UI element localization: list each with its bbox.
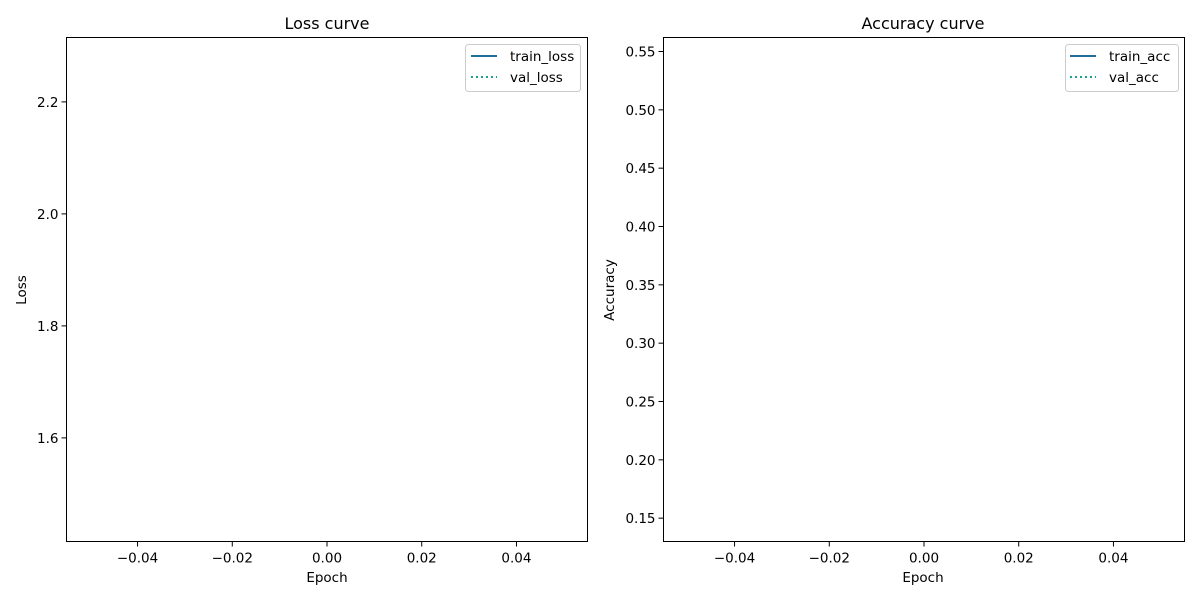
accuracy-chart-title: Accuracy curve [862,14,985,33]
loss-x-tick-label: −0.02 [212,551,253,567]
loss-legend-entry-val: val_loss [471,70,563,86]
accuracy-y-tick-label: 0.25 [625,395,655,411]
accuracy-legend: train_acc val_acc [1065,44,1179,92]
accuracy-y-tick-label: 0.40 [625,220,655,236]
accuracy-y-tick-label: 0.50 [625,103,655,119]
loss-y-ticks: 1.6 1.8 2.0 2.2 [37,95,67,447]
accuracy-y-tick-label: 0.45 [625,161,655,177]
accuracy-x-ticks: −0.04 −0.02 0.00 0.02 0.04 [714,541,1128,567]
accuracy-y-tick-label: 0.20 [625,453,655,469]
accuracy-x-axis-label: Epoch [902,570,943,586]
accuracy-x-tick-label: 0.00 [909,551,939,567]
loss-y-tick-label: 2.0 [37,207,58,223]
loss-x-ticks: −0.04 −0.02 0.00 0.02 0.04 [117,541,531,567]
loss-y-tick-label: 1.6 [37,431,58,447]
accuracy-y-tick-label: 0.15 [625,511,655,527]
accuracy-legend-entry-val: val_acc [1070,70,1159,86]
loss-x-tick-label: −0.04 [117,551,158,567]
loss-y-tick-label: 2.2 [37,95,58,111]
loss-x-tick-label: 0.00 [312,551,342,567]
loss-legend: train_loss val_loss [465,44,581,92]
accuracy-y-tick-label: 0.55 [625,45,655,61]
loss-chart: Loss curve −0.04 −0.02 0.00 0.02 0.04 1.6 1.8… [14,14,588,586]
accuracy-x-tick-label: 0.02 [1004,551,1034,567]
accuracy-x-tick-label: −0.04 [714,551,755,567]
accuracy-y-tick-label: 0.35 [625,278,655,294]
loss-x-tick-label: 0.02 [407,551,437,567]
accuracy-y-axis-label: Accuracy [602,259,618,321]
accuracy-legend-label-val: val_acc [1109,70,1159,86]
accuracy-y-ticks: 0.15 0.20 0.25 0.30 0.35 0.40 0.45 0.50 0.55 [625,45,664,527]
loss-legend-label-train: train_loss [510,49,574,65]
accuracy-chart: Accuracy curve −0.04 −0.02 0.00 0.02 0.04 0.… [602,14,1185,586]
accuracy-x-tick-label: −0.02 [809,551,850,567]
accuracy-x-tick-label: 0.04 [1098,551,1128,567]
accuracy-y-tick-label: 0.30 [625,336,655,352]
accuracy-legend-label-train: train_acc [1109,49,1170,65]
loss-y-tick-label: 1.8 [37,319,58,335]
loss-x-axis-label: Epoch [306,570,347,586]
loss-legend-label-val: val_loss [510,70,563,86]
loss-y-axis-label: Loss [14,275,30,305]
loss-legend-entry-train: train_loss [471,49,574,65]
accuracy-legend-entry-train: train_acc [1070,49,1170,65]
loss-x-tick-label: 0.04 [501,551,531,567]
loss-chart-title: Loss curve [284,14,369,33]
